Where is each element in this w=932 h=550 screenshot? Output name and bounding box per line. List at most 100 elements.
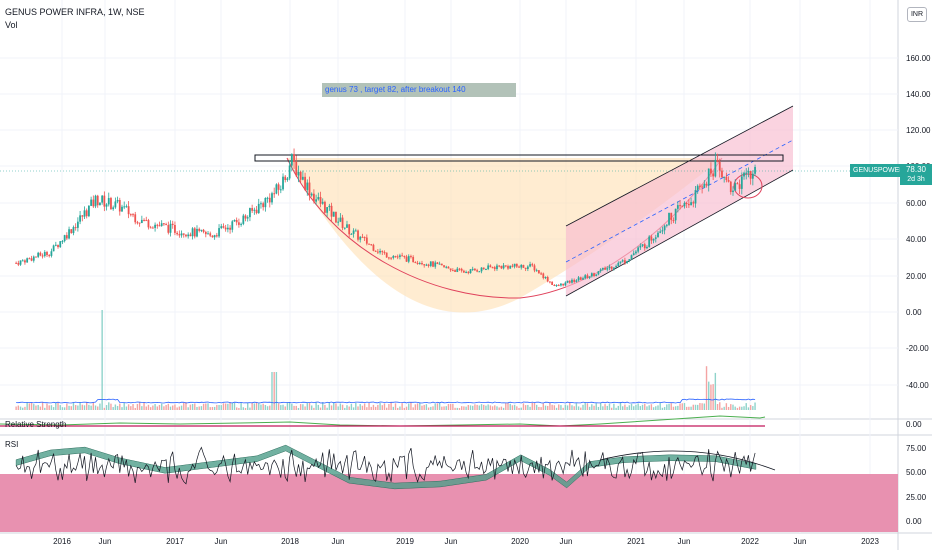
volume-bar (141, 406, 143, 410)
candle-body (683, 202, 686, 207)
volume-bar (240, 402, 242, 410)
candle-body (308, 182, 311, 196)
volume-bar (110, 403, 112, 410)
candle-body (747, 171, 750, 173)
candle-body (679, 205, 681, 207)
candle-body (229, 227, 231, 230)
candle-body (712, 173, 715, 177)
volume-bar (299, 404, 302, 410)
candle-body (257, 203, 260, 214)
candle-body (315, 199, 318, 202)
rsi-title: RSI (5, 440, 19, 449)
volume-bar (165, 405, 167, 410)
candle-body (41, 255, 44, 257)
candle-body (200, 229, 203, 231)
volume-bar (705, 366, 708, 410)
volume-bar (575, 403, 578, 410)
candle-body (615, 266, 617, 268)
volume-bar (736, 407, 739, 410)
candle-body (226, 227, 229, 230)
volume-bar (92, 402, 95, 410)
candle-body (414, 262, 417, 264)
volume-bar (238, 407, 240, 410)
candle-body (478, 271, 481, 273)
candle-body (586, 275, 589, 278)
candle-body (725, 176, 728, 181)
candle-body (348, 224, 351, 235)
volume-bar (328, 402, 331, 410)
candle-body (524, 267, 527, 269)
candle-body (218, 228, 220, 237)
volume-bar (624, 404, 626, 410)
volume-bar (637, 403, 639, 410)
candle-body (460, 268, 463, 271)
volume-bar (721, 407, 723, 410)
volume-bar (26, 402, 28, 410)
candle-body (690, 202, 692, 206)
candle-body (165, 224, 168, 226)
volume-bar (209, 407, 211, 410)
volume-bar (533, 402, 536, 410)
candle-body (637, 247, 640, 252)
candle-body (657, 232, 659, 238)
volume-bar (463, 406, 465, 410)
candle-body (582, 278, 584, 280)
volume-bar (149, 407, 152, 410)
volume-bar (127, 404, 130, 410)
time-tick-label: Jun (678, 537, 691, 546)
volume-bar (657, 405, 659, 410)
volume-bar (507, 402, 509, 410)
candle-body (571, 279, 573, 283)
candle-body (379, 250, 381, 253)
volume-bar (538, 406, 540, 410)
candle-body (90, 199, 93, 206)
candle-body (535, 270, 538, 272)
candle-body (339, 217, 342, 222)
candle-body (167, 225, 170, 233)
volume-bar (447, 403, 450, 410)
candle-body (317, 197, 320, 200)
candle-body (182, 233, 185, 235)
candle-body (659, 231, 662, 233)
volume-bar (189, 404, 192, 410)
volume-bar (668, 403, 670, 410)
candle-body (498, 265, 501, 267)
volume-bar (119, 403, 121, 410)
candle-body (262, 203, 265, 208)
volume-bar (458, 407, 461, 410)
candle-body (74, 227, 77, 229)
candle-body (32, 256, 35, 261)
time-tick-label: 2021 (627, 537, 645, 546)
candle-body (96, 195, 99, 206)
candle-body (540, 273, 542, 275)
volume-bar (105, 405, 108, 410)
price-tick-label: 60.00 (906, 199, 927, 208)
volume-bar (661, 407, 664, 410)
candle-body (705, 183, 708, 186)
volume-bar (752, 406, 754, 410)
candle-body (743, 172, 745, 177)
volume-bar (754, 402, 756, 410)
candle-body (365, 237, 368, 244)
candle-body (601, 267, 604, 270)
candle-body (407, 256, 410, 262)
candle-body (562, 283, 565, 286)
volume-bar (295, 405, 297, 410)
candle-body (328, 205, 331, 208)
volume-bar (681, 403, 683, 410)
volume-bar (712, 384, 714, 410)
volume-bar (348, 406, 350, 410)
cup-shape (287, 158, 722, 313)
candle-body (387, 257, 390, 259)
currency-badge[interactable]: INR (907, 7, 927, 22)
volume-bar (502, 407, 505, 410)
candle-body (595, 274, 598, 277)
bar-countdown-label: 2d 3h (900, 175, 932, 185)
candle-body (249, 208, 251, 218)
volume-bar (359, 404, 361, 410)
candle-body (268, 197, 271, 203)
volume-bar (394, 403, 397, 410)
volume-bar (158, 405, 161, 410)
volume-bar (639, 406, 642, 410)
